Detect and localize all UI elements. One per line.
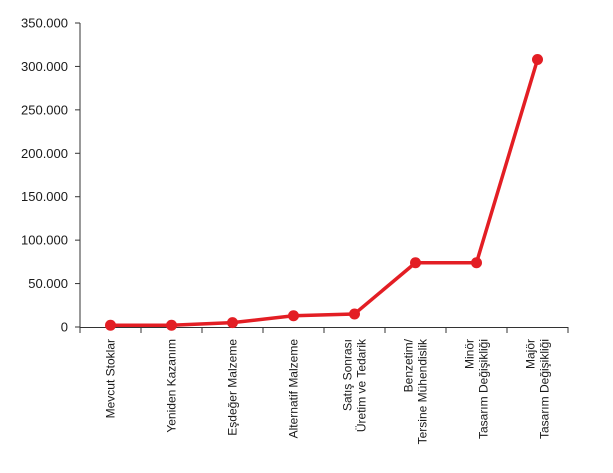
y-tick-label: 150.000 (21, 189, 68, 204)
data-point (410, 257, 421, 269)
series-line (110, 58, 540, 328)
data-point (471, 257, 482, 269)
y-tick-label: 350.000 (21, 16, 68, 31)
y-tick-label: 100.000 (21, 233, 68, 248)
y-tick-labels: 0 50.000 100.000 150.000 200.000 250.000 300.0… (21, 16, 80, 335)
axes (79, 23, 568, 328)
x-category-label: Minör (463, 339, 477, 369)
x-category-label: Alternatif Malzeme (287, 339, 301, 439)
y-tick-label: 250.000 (21, 102, 68, 117)
x-category-label: Tersine Mühendislik (416, 338, 430, 444)
x-category-label: Majör (524, 339, 538, 369)
data-point (166, 319, 177, 331)
data-point (349, 308, 360, 320)
data-point (227, 317, 238, 329)
x-category-label: Tasarım Değişikliği (477, 339, 491, 439)
category-labels: Mevcut Stoklar Yeniden Kazanım Eşdeğer Mal… (79, 327, 569, 444)
x-category-label: Benzetim/ (402, 338, 416, 392)
y-tick-label: 0 (61, 320, 68, 335)
y-tick-label: 50.000 (28, 276, 68, 291)
data-series (105, 53, 543, 331)
data-point (532, 53, 543, 65)
y-tick-label: 200.000 (21, 146, 68, 161)
data-point (105, 319, 116, 331)
x-category-label: Mevcut Stoklar (104, 339, 118, 418)
data-point (288, 310, 299, 322)
x-category-label: Yeniden Kazanım (165, 339, 179, 433)
x-category-label: Tasarım Değişikliği (538, 339, 552, 439)
x-category-label: Satış Sonrası (341, 339, 355, 411)
y-tick-label: 300.000 (21, 59, 68, 74)
x-category-label: Eşdeğer Malzeme (226, 339, 240, 436)
x-category-label: Üretim ve Tedarik (355, 338, 369, 432)
